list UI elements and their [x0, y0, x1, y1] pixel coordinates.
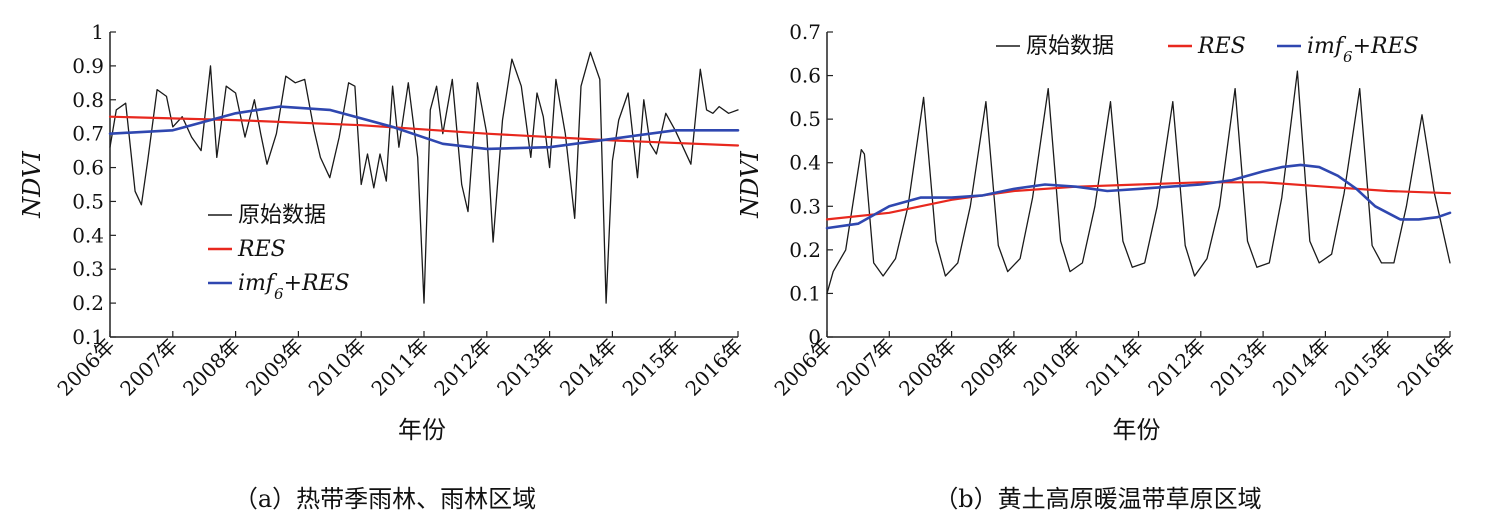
series-line-imf	[825, 163, 1452, 230]
x-tick-label: 2015年	[1330, 334, 1397, 401]
y-tick-label: 0.3	[72, 257, 104, 281]
x-tick-label: 2013年	[492, 334, 559, 401]
x-tick-label: 2008年	[894, 334, 961, 401]
chart-panel-a: 0.10.20.30.40.50.60.70.80.912006年2007年20…	[18, 20, 748, 513]
y-tick-label: 0.5	[72, 189, 104, 213]
y-tick-label: 0.6	[789, 64, 821, 88]
x-tick-label: 2007年	[115, 334, 182, 401]
y-tick-label: 0.9	[72, 54, 104, 78]
x-axis-label: 年份	[1113, 416, 1161, 444]
y-tick-label: 0.7	[789, 20, 821, 44]
x-tick-label: 2010年	[1019, 334, 1086, 401]
y-axis-label: NDVI	[18, 151, 46, 219]
legend-label: imf6+RES	[1307, 34, 1419, 66]
y-tick-label: 0	[808, 325, 821, 349]
x-tick-label: 2010年	[304, 334, 371, 401]
series-line-res	[825, 181, 1452, 221]
x-tick-label: 2013年	[1206, 334, 1273, 401]
y-tick-label: 0.1	[72, 325, 104, 349]
x-tick-label: 2009年	[956, 334, 1023, 401]
y-tick-label: 0.1	[789, 281, 821, 305]
figure-caption: （a）热带季雨林、雨林区域	[234, 485, 536, 513]
legend-label: imf6+RES	[238, 271, 350, 303]
x-tick-label: 2007年	[832, 334, 899, 401]
legend-label: RES	[1197, 34, 1246, 59]
y-axis-label: NDVI	[736, 151, 764, 219]
series-line-raw	[109, 51, 739, 304]
y-tick-label: 0.4	[72, 223, 104, 247]
x-tick-label: 2009年	[241, 334, 308, 401]
legend-label: 原始数据	[1026, 34, 1114, 59]
y-tick-label: 0.8	[72, 88, 104, 112]
y-tick-label: 1	[91, 20, 104, 44]
legend-label: RES	[237, 237, 286, 262]
legend-label: 原始数据	[238, 203, 326, 228]
x-tick-label: 2015年	[618, 334, 685, 401]
x-tick-label: 2016年	[680, 334, 747, 401]
y-tick-label: 0.3	[789, 194, 821, 218]
y-tick-label: 0.2	[789, 238, 821, 262]
y-tick-label: 0.4	[789, 151, 821, 175]
y-tick-label: 0.7	[72, 122, 104, 146]
x-tick-label: 2014年	[1268, 334, 1335, 401]
x-tick-label: 2016年	[1392, 334, 1459, 401]
x-tick-label: 2008年	[178, 334, 245, 401]
y-tick-label: 0.2	[72, 291, 104, 315]
legend: 原始数据 RES imf6+RES	[208, 203, 350, 303]
series-line-raw	[826, 70, 1451, 295]
x-axis-label: 年份	[398, 416, 446, 444]
x-tick-label: 2012年	[1143, 334, 1210, 401]
x-tick-label: 2011年	[366, 334, 433, 401]
x-tick-label: 2012年	[429, 334, 496, 401]
x-tick-label: 2006年	[769, 334, 836, 401]
figure-caption: （b）黄土高原暖温带草原区域	[934, 485, 1261, 513]
y-tick-label: 0.6	[72, 156, 104, 180]
chart-panel-b: 0 0.1 0.2 0.3 0.4 0.5 0.6 0.7 2006年2007年2008年200…	[736, 20, 1460, 513]
y-tick-label: 0.5	[789, 107, 821, 131]
legend: 原始数据 RES imf6+RES	[996, 34, 1419, 66]
x-tick-label: 2014年	[555, 334, 622, 401]
x-tick-label: 2011年	[1081, 334, 1148, 401]
series-line-imf	[108, 105, 740, 151]
